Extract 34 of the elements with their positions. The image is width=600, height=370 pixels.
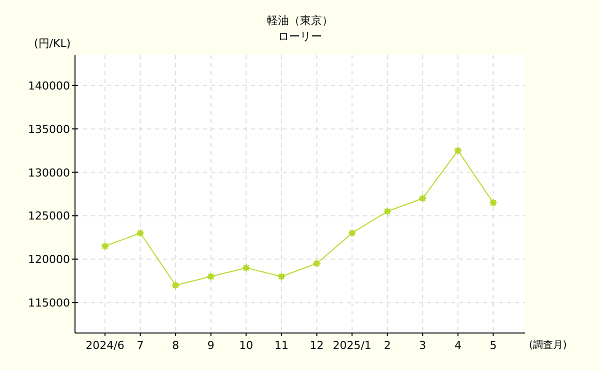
point	[171, 281, 180, 290]
x-axis-title: (調査月)	[529, 339, 567, 351]
x-tick-label: 4	[454, 339, 462, 352]
y-tick-label: 135000	[28, 122, 70, 136]
x-tick-label: 2025/1	[332, 339, 372, 352]
x-tick-label: 8	[172, 339, 180, 352]
y-tick-label: 140000	[28, 79, 70, 92]
point	[348, 228, 356, 238]
x-tick-label: 9	[207, 339, 214, 352]
x-tick-label: 10	[239, 339, 254, 352]
chart-subtitle: ローリー	[278, 30, 322, 43]
x-tick-label: 11	[274, 339, 288, 352]
x-tick-label: 2024/6	[86, 339, 124, 352]
point	[383, 207, 392, 216]
point	[206, 272, 216, 281]
y-tick-label: 120000	[28, 253, 70, 266]
x-tick-label: 7	[136, 339, 144, 352]
y-tick-label: 125000	[28, 210, 70, 223]
point	[242, 264, 250, 272]
point	[277, 272, 286, 281]
y-tick-label: 115000	[28, 296, 70, 310]
y-tick-label: 130000	[28, 166, 70, 180]
y-axis-title: (円/KL)	[34, 37, 71, 50]
x-tick-label: 2	[384, 339, 391, 352]
point	[136, 228, 144, 238]
point	[312, 259, 321, 268]
chart-title: 軽油（東京）	[267, 14, 333, 27]
x-tick-label: 12	[310, 339, 324, 352]
point	[100, 242, 110, 250]
point	[489, 198, 498, 207]
x-tick-label: 3	[419, 339, 426, 352]
x-tick-label: 5	[490, 339, 497, 352]
point	[418, 194, 427, 203]
point	[454, 146, 462, 155]
